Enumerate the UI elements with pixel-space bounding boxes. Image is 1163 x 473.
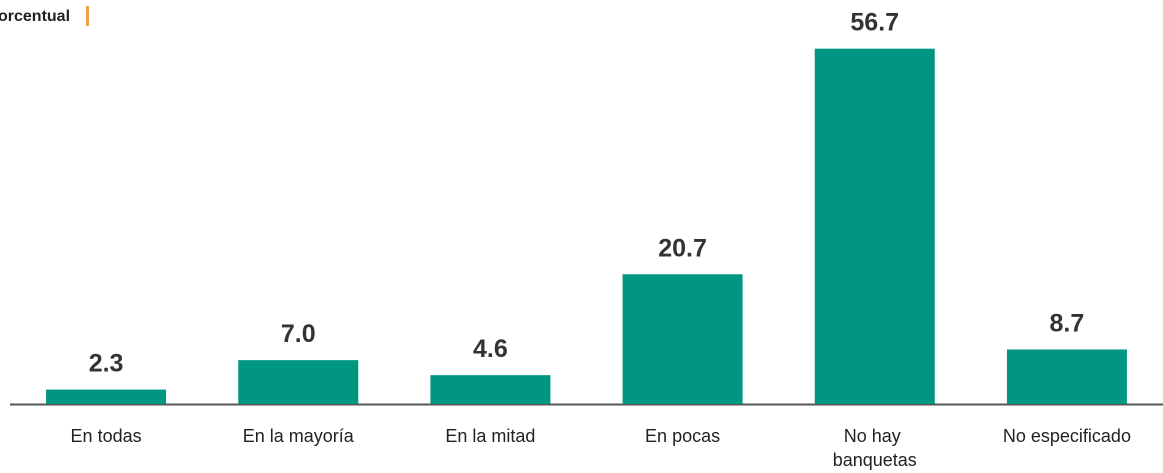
- chart-title: orcentual: [0, 8, 70, 25]
- label-line: banquetas: [833, 450, 917, 470]
- bar: [430, 375, 551, 404]
- bar: [238, 360, 359, 404]
- value-label: 4.6: [473, 335, 508, 363]
- value-label: 56.7: [850, 9, 899, 37]
- value-label: 2.3: [89, 350, 124, 378]
- value-label: 7.0: [281, 320, 316, 348]
- title-accent: [86, 6, 89, 26]
- x-tick-label: En todas: [71, 426, 142, 446]
- value-label: 8.7: [1050, 309, 1085, 337]
- x-tick-label: No hay banquetas: [833, 426, 917, 470]
- bar: [622, 274, 743, 404]
- label-line: No hay: [844, 426, 906, 446]
- bar: [814, 48, 935, 405]
- x-tick-label: No especificado: [1003, 426, 1131, 446]
- x-tick-label: En la mitad: [445, 426, 535, 446]
- x-tick-label: En pocas: [645, 426, 720, 446]
- x-tick-label: En la mayoría: [243, 426, 355, 446]
- bar: [1006, 349, 1127, 404]
- value-label: 20.7: [658, 234, 707, 262]
- bar: [46, 389, 167, 404]
